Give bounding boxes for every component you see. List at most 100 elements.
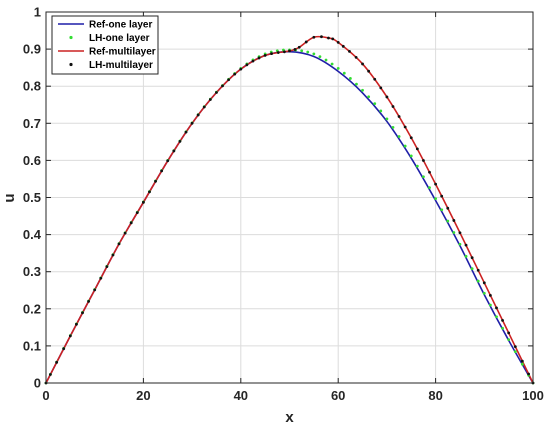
data-point xyxy=(324,58,328,62)
data-point xyxy=(527,372,531,376)
axis-ticks: 0 20 40 60 80 100 0 0.1 0.2 0.3 0.4 0.5 0.6 0.7 0.8 0.9… xyxy=(23,5,544,404)
data-point xyxy=(327,36,330,40)
data-point xyxy=(68,334,72,338)
data-point xyxy=(233,72,237,76)
data-point xyxy=(276,51,280,54)
data-point xyxy=(166,159,170,163)
data-point xyxy=(464,243,468,247)
data-point xyxy=(245,63,249,67)
data-point xyxy=(48,373,52,376)
data-point xyxy=(293,48,297,51)
data-point xyxy=(331,37,335,41)
data-point xyxy=(202,105,206,109)
y-tick-label: 0.2 xyxy=(23,301,41,316)
data-point xyxy=(391,125,395,129)
data-point xyxy=(397,115,401,118)
data-point xyxy=(415,147,419,151)
data-point xyxy=(507,338,511,341)
data-point xyxy=(501,318,504,322)
x-tick-label: 40 xyxy=(234,388,248,403)
data-point xyxy=(446,206,450,210)
legend-swatch-lh-multilayer xyxy=(69,62,73,67)
data-point xyxy=(160,169,164,173)
data-point xyxy=(428,170,431,174)
x-tick-label: 20 xyxy=(136,388,150,403)
data-point xyxy=(488,293,492,297)
data-point xyxy=(476,279,480,283)
data-point xyxy=(81,311,84,315)
data-point xyxy=(172,149,176,153)
data-point xyxy=(348,77,352,80)
data-point xyxy=(93,288,97,292)
data-point xyxy=(304,40,308,44)
data-point xyxy=(470,256,474,260)
data-point xyxy=(520,362,524,366)
data-point xyxy=(507,331,511,335)
data-point xyxy=(105,265,109,268)
y-tick-label: 0.8 xyxy=(23,79,41,94)
data-point xyxy=(178,139,182,143)
data-point xyxy=(434,182,437,186)
data-point xyxy=(446,219,450,223)
data-point xyxy=(513,345,517,349)
data-point xyxy=(270,52,273,56)
data-point xyxy=(458,231,462,235)
data-point xyxy=(354,55,358,59)
data-point xyxy=(385,117,389,121)
data-point xyxy=(312,52,316,56)
data-point xyxy=(440,208,444,212)
data-point xyxy=(300,49,304,53)
y-tick-label: 0 xyxy=(34,376,41,391)
data-point xyxy=(452,219,456,222)
data-point xyxy=(458,242,462,246)
data-point xyxy=(482,281,486,285)
data-point xyxy=(482,291,486,295)
data-point xyxy=(111,253,115,257)
data-point xyxy=(288,49,291,53)
data-point xyxy=(385,95,389,99)
data-point xyxy=(75,322,78,326)
data-point xyxy=(495,306,498,310)
data-point xyxy=(464,254,468,258)
data-point xyxy=(154,179,157,183)
data-point xyxy=(415,164,419,168)
data-point xyxy=(320,35,323,39)
data-point xyxy=(341,44,345,48)
y-tick-label: 1 xyxy=(34,5,41,20)
data-point xyxy=(403,144,407,148)
y-tick-label: 0.9 xyxy=(23,42,41,57)
legend: Ref-one layer LH-one layer Ref-multilayer L… xyxy=(51,15,159,75)
data-point xyxy=(379,86,383,90)
legend-label-lh-multilayer: LH-multilayer xyxy=(89,60,153,71)
data-point xyxy=(470,267,474,271)
data-point xyxy=(123,231,127,235)
data-point xyxy=(488,303,492,307)
data-point xyxy=(367,69,371,73)
data-point xyxy=(495,315,498,319)
series-layer xyxy=(44,35,535,385)
data-point xyxy=(297,45,301,49)
data-point xyxy=(99,276,103,280)
data-point xyxy=(440,194,444,198)
data-point xyxy=(348,50,351,53)
data-point xyxy=(422,175,425,179)
data-point xyxy=(196,113,200,117)
data-point xyxy=(306,50,310,54)
y-tick-label: 0.7 xyxy=(23,116,41,131)
data-point xyxy=(434,197,437,201)
data-point xyxy=(330,62,334,66)
legend-label-ref-multilayer: Ref-multilayer xyxy=(89,47,156,58)
data-point xyxy=(142,200,145,204)
data-point xyxy=(336,66,340,70)
data-point xyxy=(403,125,407,129)
data-point xyxy=(117,242,121,246)
legend-swatch-lh-one-layer xyxy=(69,35,73,40)
legend-label-lh-one-layer: LH-one layer xyxy=(89,33,150,44)
data-point xyxy=(208,98,212,101)
data-point xyxy=(263,54,267,57)
data-point xyxy=(227,78,231,82)
data-point xyxy=(361,88,364,92)
data-point xyxy=(257,56,261,60)
data-point xyxy=(62,347,66,351)
